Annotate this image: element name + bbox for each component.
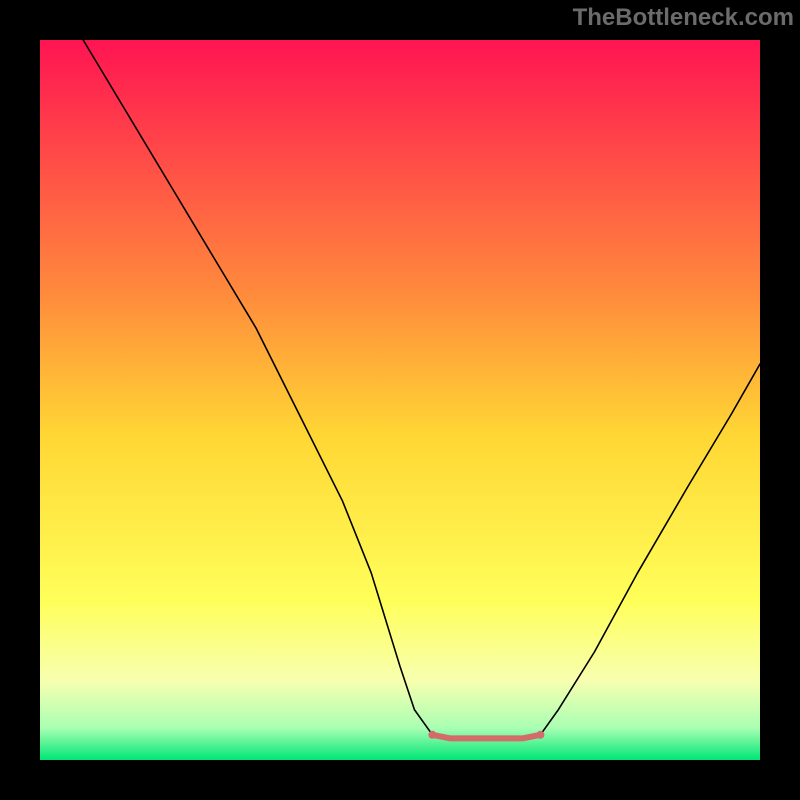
chart-frame: TheBottleneck.com (0, 0, 800, 800)
watermark-text: TheBottleneck.com (573, 4, 794, 32)
bottleneck-chart (0, 0, 800, 800)
floor-endpoint-right (536, 731, 544, 739)
floor-endpoint-left (428, 731, 436, 739)
